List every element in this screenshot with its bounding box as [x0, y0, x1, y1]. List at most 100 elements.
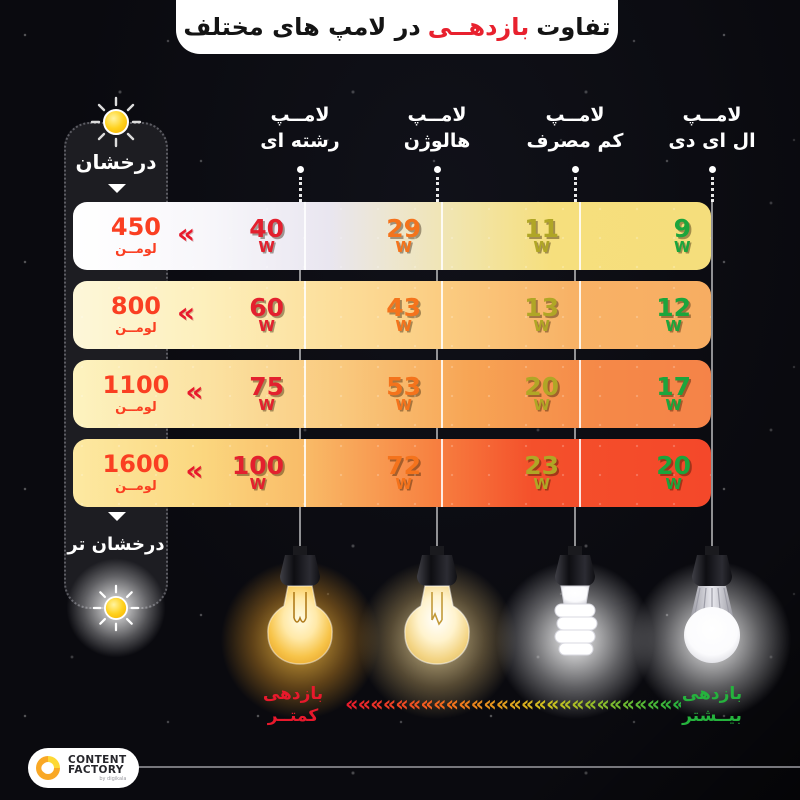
watt-unit: W — [665, 317, 682, 336]
efficiency-gradient-arrow: «««««««««««««««««««««««««««««««««« — [345, 690, 681, 718]
column-label-line1: لامــپ — [545, 104, 605, 126]
column-dotted-line — [711, 177, 714, 202]
watt-value: 23 — [524, 450, 559, 480]
watt-value: 9 — [673, 213, 691, 243]
watt-unit: W — [258, 396, 275, 415]
watt-cell: 75 W — [233, 360, 306, 428]
lumen-unit: لومــن — [115, 400, 157, 415]
watt-cell: 43 W — [306, 281, 443, 349]
watt-cell: 11 W — [443, 202, 581, 270]
efficiency-more-line1: بازدهی — [681, 684, 743, 704]
arrow-down-icon — [108, 184, 126, 193]
watt-cell: 100 W — [231, 439, 306, 507]
column-header-cfl: لامــپ کم مصرف — [500, 103, 650, 154]
watt-unit: W — [533, 317, 550, 336]
efficiency-less-label: بازدهی کمتــر — [243, 683, 343, 727]
lumen-unit: لومــن — [115, 242, 157, 257]
chevron-left-icon: « — [185, 375, 204, 408]
watt-cell: 20 W — [581, 439, 711, 507]
watt-cell: 29 W — [306, 202, 443, 270]
cfl-bulb-image — [495, 540, 655, 720]
watt-value: 12 — [656, 292, 691, 322]
watt-value: 29 — [386, 213, 421, 243]
page-title: تفاوت بازدهــی در لامپ های مختلف — [176, 0, 618, 54]
column-dot — [297, 166, 304, 173]
brightness-label-top: درخشان — [75, 150, 157, 174]
column-dotted-line — [299, 177, 302, 202]
watt-unit: W — [249, 475, 267, 494]
watt-value: 20 — [656, 450, 691, 480]
watt-value: 11 — [524, 213, 559, 243]
watt-cell: 72 W — [306, 439, 443, 507]
watt-unit: W — [533, 238, 550, 257]
watt-cell: 20 W — [443, 360, 581, 428]
watt-value: 40 — [249, 213, 284, 243]
watt-value: 75 — [249, 371, 284, 401]
watt-unit: W — [395, 475, 412, 494]
watt-value: 17 — [656, 371, 691, 401]
watt-unit: W — [665, 396, 682, 415]
chevron-left-icon: « — [185, 454, 204, 487]
watt-unit: W — [533, 396, 550, 415]
watt-unit: W — [665, 475, 682, 494]
logo-text-line1: CONTENT — [68, 753, 127, 766]
bulb-wire — [711, 200, 713, 548]
arrow-down-icon — [108, 512, 126, 521]
column-dotted-line — [436, 177, 439, 202]
column-label-line1: لامــپ — [407, 104, 467, 126]
chevron-left-icon: « — [177, 217, 196, 250]
watt-unit: W — [533, 475, 550, 494]
efficiency-less-line1: بازدهی — [262, 684, 324, 704]
title-part2: در لامپ های مختلف — [183, 13, 421, 41]
lumen-unit: لومــن — [115, 479, 157, 494]
sun-icon — [92, 584, 140, 636]
watt-value: 43 — [386, 292, 421, 322]
lumen-value: 1100 — [102, 371, 170, 399]
chevron-left-icon: « — [177, 296, 196, 329]
column-label-line1: لامــپ — [270, 104, 330, 126]
watt-cell: 12 W — [581, 281, 711, 349]
column-label-line2: کم مصرف — [526, 129, 624, 152]
content-factory-logo: CONTENT FACTORY by digikala — [28, 748, 139, 788]
watt-value: 13 — [524, 292, 559, 322]
column-dotted-line — [574, 177, 577, 202]
watt-unit: W — [674, 238, 691, 257]
table-row-1100-lumen: 1100 لومــن « 75 W 53 W 20 W 17 W — [73, 360, 711, 428]
watt-unit: W — [395, 396, 412, 415]
column-label-line2: رشته ای — [260, 129, 340, 152]
column-dot — [572, 166, 579, 173]
watt-value: 72 — [386, 450, 421, 480]
watt-cell: 13 W — [443, 281, 581, 349]
watt-cell: 60 W — [233, 281, 306, 349]
watt-cell: 53 W — [306, 360, 443, 428]
watt-unit: W — [395, 317, 412, 336]
column-dot — [434, 166, 441, 173]
column-header-incandescent: لامــپ رشته ای — [225, 103, 375, 154]
footer-divider-line — [132, 766, 800, 768]
watt-cell: 17 W — [581, 360, 711, 428]
lumen-value: 1600 — [102, 450, 170, 478]
incandescent-bulb-image — [220, 540, 380, 720]
column-header-led: لامــپ ال ای دی — [637, 103, 787, 154]
lumen-label: 1100 لومــن « — [73, 360, 233, 428]
watt-value: 20 — [524, 371, 559, 401]
watt-unit: W — [258, 238, 275, 257]
lumen-value: 800 — [110, 292, 161, 320]
logo-text-line2: FACTORY — [68, 764, 124, 776]
title-highlight: بازدهــی — [427, 13, 530, 41]
table-row-1600-lumen: 1600 لومــن « 100 W 72 W 23 W 20 W — [73, 439, 711, 507]
watt-unit: W — [258, 317, 275, 336]
efficiency-more-line2: بیــشتر — [682, 706, 742, 727]
lumen-label: 800 لومــن « — [73, 281, 233, 349]
watt-value: 60 — [249, 292, 284, 322]
efficiency-more-label: بازدهی بیــشتر — [662, 683, 762, 727]
watt-value: 100 — [231, 450, 284, 480]
title-part1: تفاوت — [536, 13, 611, 41]
sun-icon — [90, 96, 142, 152]
column-label-line1: لامــپ — [682, 104, 742, 126]
lumen-unit: لومــن — [115, 321, 157, 336]
watt-cell: 40 W — [233, 202, 306, 270]
